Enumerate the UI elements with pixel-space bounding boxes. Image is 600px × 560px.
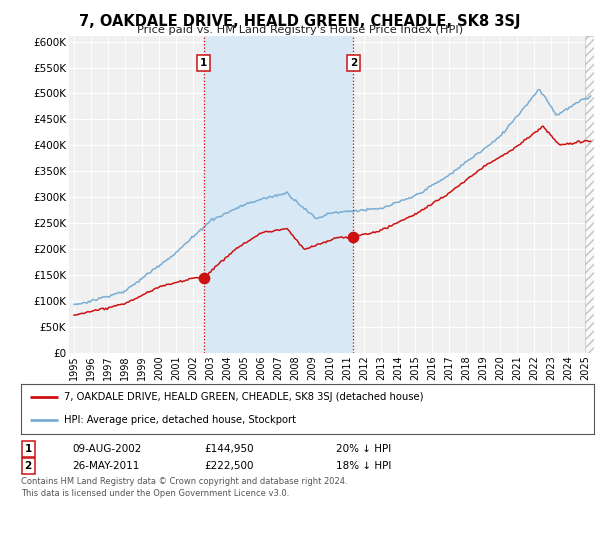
Bar [203,36,353,353]
Text: 7, OAKDALE DRIVE, HEALD GREEN, CHEADLE, SK8 3SJ (detached house): 7, OAKDALE DRIVE, HEALD GREEN, CHEADLE, … [64,392,424,402]
Text: 7, OAKDALE DRIVE, HEALD GREEN, CHEADLE, SK8 3SJ: 7, OAKDALE DRIVE, HEALD GREEN, CHEADLE, … [79,14,521,29]
Point [199,273,208,282]
Text: 1: 1 [200,58,207,68]
Text: 18% ↓ HPI: 18% ↓ HPI [336,461,391,471]
Text: 1: 1 [25,444,32,454]
Text: 20% ↓ HPI: 20% ↓ HPI [336,444,391,454]
Text: Price paid vs. HM Land Registry's House Price Index (HPI): Price paid vs. HM Land Registry's House … [137,25,463,35]
Bar [586,36,594,353]
Text: HPI: Average price, detached house, Stockport: HPI: Average price, detached house, Stoc… [64,416,296,426]
Point [349,233,358,242]
Text: £144,950: £144,950 [204,444,254,454]
Text: £222,500: £222,500 [204,461,254,471]
Text: 26-MAY-2011: 26-MAY-2011 [72,461,139,471]
Text: 2: 2 [25,461,32,471]
Text: Contains HM Land Registry data © Crown copyright and database right 2024.
This d: Contains HM Land Registry data © Crown c… [21,477,347,498]
Text: 09-AUG-2002: 09-AUG-2002 [72,444,142,454]
Text: 2: 2 [350,58,357,68]
